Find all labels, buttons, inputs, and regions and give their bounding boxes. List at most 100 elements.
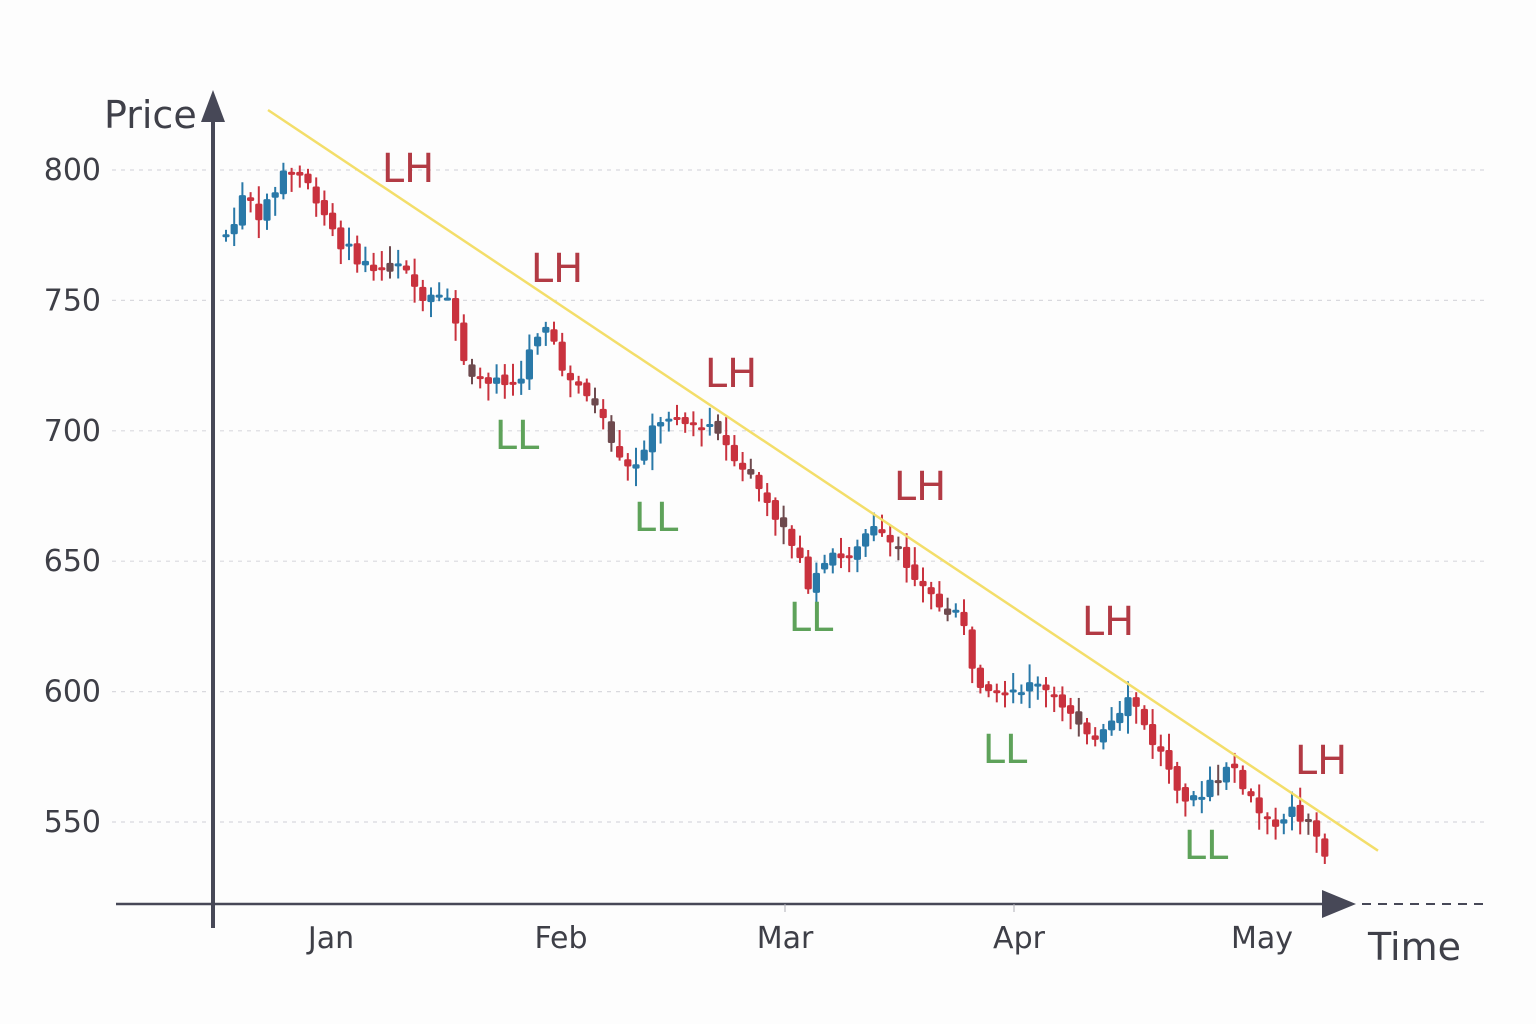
candle xyxy=(1272,819,1280,827)
candle xyxy=(443,297,451,301)
candle xyxy=(1001,692,1009,696)
candle xyxy=(1116,712,1124,724)
candle xyxy=(837,553,845,559)
candle xyxy=(1050,694,1058,698)
candle xyxy=(394,263,402,267)
candle xyxy=(1181,786,1189,802)
candle xyxy=(1108,720,1116,731)
candle xyxy=(411,274,419,287)
candle xyxy=(222,234,230,238)
candle xyxy=(255,203,263,221)
candle xyxy=(460,322,468,362)
candle xyxy=(968,629,976,669)
candle xyxy=(681,416,689,425)
candle xyxy=(296,171,304,176)
candle xyxy=(1231,763,1239,769)
lower-low-label: LL xyxy=(1184,823,1229,869)
candle xyxy=(894,546,902,550)
y-axis-title: Price xyxy=(104,93,197,137)
candle xyxy=(1026,682,1034,692)
candle xyxy=(1247,791,1255,797)
candle xyxy=(1173,766,1181,791)
candle xyxy=(329,212,337,230)
lower-high-label: LH xyxy=(1082,599,1134,645)
candle xyxy=(1124,697,1132,717)
candle xyxy=(624,459,632,467)
candle xyxy=(632,464,640,469)
candle xyxy=(673,417,681,421)
candle xyxy=(468,364,476,377)
candle xyxy=(1009,689,1017,693)
lower-low-label: LL xyxy=(789,595,834,641)
candle xyxy=(1091,735,1099,740)
candle xyxy=(919,580,927,587)
gridlines xyxy=(112,169,1486,823)
candle xyxy=(985,684,993,692)
candle xyxy=(648,425,656,453)
candle xyxy=(788,528,796,546)
candle xyxy=(599,408,607,419)
candle xyxy=(345,243,353,247)
candle xyxy=(509,381,517,385)
candle xyxy=(288,171,296,175)
candle xyxy=(1157,746,1165,752)
candle xyxy=(944,608,952,615)
candle xyxy=(230,223,238,235)
candle xyxy=(361,260,369,266)
candle xyxy=(1165,750,1173,770)
y-axis-ticks: 550 600 650 700 750 800 xyxy=(44,153,101,840)
candle xyxy=(911,564,919,580)
candle xyxy=(903,546,911,568)
candle xyxy=(402,265,410,271)
y-tick-label: 650 xyxy=(44,544,101,579)
candle xyxy=(771,500,779,520)
candle xyxy=(1058,694,1066,708)
candle xyxy=(1075,711,1083,725)
candle xyxy=(591,398,599,406)
candle xyxy=(1042,684,1050,691)
candle xyxy=(583,382,591,397)
lower-low-label: LL xyxy=(983,727,1028,773)
candle xyxy=(279,170,287,195)
candle xyxy=(493,377,501,384)
candle xyxy=(862,533,870,547)
candle xyxy=(427,294,435,303)
candle xyxy=(607,421,615,444)
y-axis-arrow-icon xyxy=(201,90,225,122)
lower-high-label: LH xyxy=(894,464,946,510)
candle xyxy=(698,427,706,431)
candle xyxy=(312,186,320,204)
x-tick-jan: Jan xyxy=(306,921,354,956)
y-tick-label: 750 xyxy=(44,283,101,318)
candle xyxy=(796,547,804,559)
candle xyxy=(1206,779,1214,798)
candle xyxy=(1288,806,1296,817)
candle xyxy=(976,667,984,688)
candle xyxy=(853,546,861,560)
candle xyxy=(484,377,492,384)
lower-high-label: LH xyxy=(1295,738,1347,784)
x-axis-title: Time xyxy=(1367,925,1461,969)
candle xyxy=(870,525,878,536)
candle xyxy=(247,197,255,202)
candle xyxy=(747,469,755,475)
candle xyxy=(337,227,345,250)
candle xyxy=(993,690,1001,694)
candle xyxy=(886,534,894,543)
candle xyxy=(657,422,665,427)
candle xyxy=(271,192,279,198)
candle xyxy=(927,587,935,595)
candle xyxy=(780,517,788,528)
candle xyxy=(1017,692,1025,696)
candle xyxy=(845,555,853,559)
candle xyxy=(1198,796,1206,800)
candle xyxy=(960,611,968,627)
candle xyxy=(829,552,837,566)
y-tick-label: 700 xyxy=(44,414,101,449)
candle xyxy=(722,434,730,446)
y-tick-label: 800 xyxy=(44,153,101,188)
x-tick-feb: Feb xyxy=(534,921,587,956)
candle xyxy=(304,173,312,184)
candle xyxy=(501,374,509,386)
candle xyxy=(755,474,763,490)
